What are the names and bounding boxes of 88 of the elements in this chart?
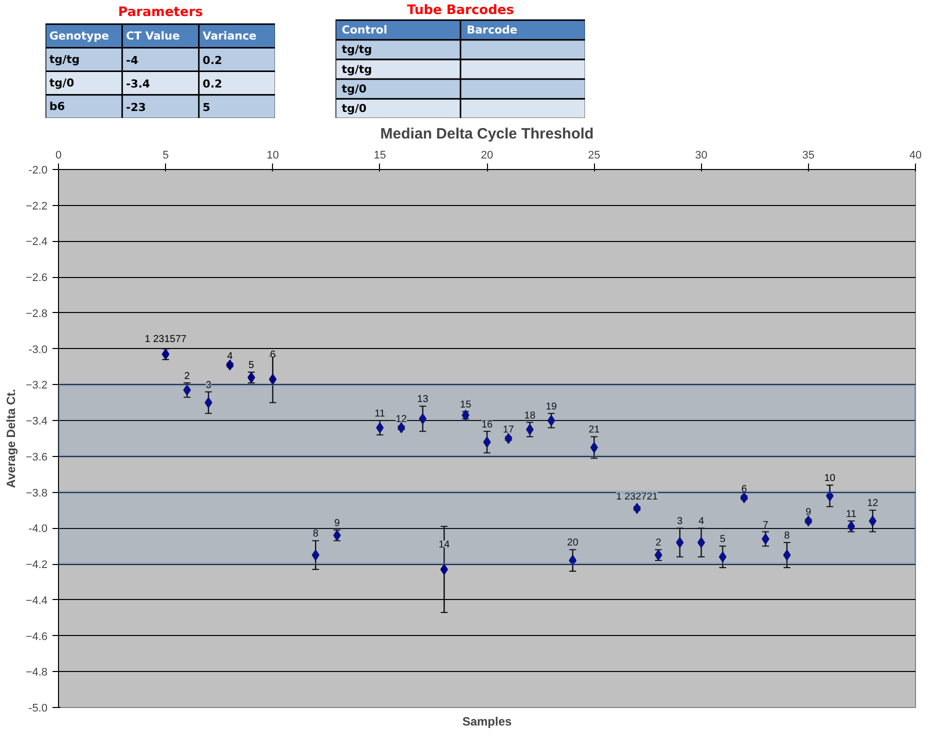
- point: [676, 537, 684, 548]
- annotation: 21: [588, 424, 600, 436]
- annotation: 3: [206, 380, 212, 391]
- text: -23: [126, 101, 146, 114]
- annotation: 9: [334, 518, 340, 529]
- annotation: 12: [867, 498, 879, 510]
- y-tick-label: −4.8: [26, 666, 48, 679]
- y-tick-label: −3.2: [26, 380, 48, 392]
- annotation: 2: [184, 370, 190, 382]
- y-axis-title: Average Delta Ct.: [4, 389, 18, 488]
- annotation: 12: [396, 414, 408, 425]
- y-tick-label: −3.8: [26, 487, 48, 500]
- y-tick-label: −4.4: [26, 594, 48, 607]
- text: b6: [49, 100, 65, 114]
- category-label: Genotype: [49, 29, 109, 42]
- text: 0.2: [202, 54, 222, 67]
- annotation: 13: [417, 394, 429, 406]
- x-tick-label: 20: [480, 150, 494, 162]
- y-tick-label: -5.0: [28, 702, 48, 714]
- annotation: 6: [270, 349, 276, 360]
- text: -3.4: [126, 78, 150, 91]
- x-tick-label: 10: [266, 150, 279, 162]
- annotation: 3: [677, 516, 684, 528]
- x-tick-label: 15: [374, 150, 386, 162]
- text: Tube Barcodes: [407, 2, 514, 18]
- annotation: 9: [806, 507, 812, 518]
- point: [568, 554, 577, 566]
- annotation: 8: [312, 528, 319, 540]
- annotation: 14: [438, 539, 450, 550]
- point: [697, 537, 706, 548]
- annotation: 1 232721: [616, 492, 658, 503]
- x-tick-label: 40: [909, 150, 922, 162]
- text: Parameters: [118, 4, 204, 20]
- text: tg/0: [342, 102, 367, 116]
- category-label: Variance: [202, 29, 256, 42]
- category-label: Control: [342, 24, 388, 36]
- annotation: 17: [502, 424, 514, 436]
- point: [397, 422, 406, 434]
- annotation: 15: [460, 400, 472, 411]
- annotation: 18: [524, 410, 536, 422]
- text: tg/tg: [342, 43, 372, 56]
- annotation: 16: [481, 419, 493, 430]
- annotation: 11: [846, 508, 857, 520]
- chart-title: Median Delta Cycle Threshold: [380, 126, 594, 142]
- annotation: 19: [546, 401, 558, 412]
- x-tick-label: 30: [695, 150, 708, 162]
- annotation: 5: [248, 360, 255, 372]
- annotation: 5: [720, 534, 726, 546]
- annotation: 2: [656, 538, 662, 549]
- point: [547, 415, 556, 426]
- category-label: Barcode: [466, 24, 518, 36]
- annotation: 8: [784, 530, 790, 542]
- y-tick-label: −2.4: [26, 236, 48, 248]
- text: -4: [126, 54, 138, 67]
- text: 5: [202, 101, 210, 114]
- annotation: 11: [374, 408, 386, 420]
- category-label: CT Value: [126, 29, 180, 42]
- text: tg/tg: [342, 62, 372, 76]
- annotation: 1 231577: [144, 334, 187, 345]
- text: tg/0: [342, 82, 367, 96]
- x-tick-label: 0: [55, 150, 62, 162]
- y-tick-label: -2.0: [28, 164, 48, 176]
- text: tg/tg: [49, 53, 80, 66]
- x-tick-label: 35: [802, 150, 815, 162]
- point: [718, 551, 727, 562]
- y-tick-label: −4.6: [26, 630, 48, 643]
- annotation: 4: [227, 351, 234, 362]
- y-tick-label: −2.6: [26, 272, 48, 284]
- y-tick-label: −2.8: [26, 308, 48, 320]
- annotation: 7: [762, 520, 769, 531]
- x-tick-label: 5: [162, 150, 169, 162]
- y-tick-label: −3.6: [26, 451, 48, 464]
- text: tg/0: [49, 76, 74, 90]
- annotation: 20: [567, 538, 579, 549]
- point: [418, 413, 427, 424]
- annotation: 10: [824, 473, 836, 484]
- y-tick-label: −4.2: [26, 559, 48, 572]
- point: [504, 433, 512, 444]
- y-tick-label: −2.2: [26, 200, 48, 212]
- text: 0.2: [202, 78, 222, 91]
- annotation: 4: [698, 516, 704, 528]
- y-tick-label: -4.0: [28, 523, 48, 536]
- y-tick-label: −3.4: [26, 416, 48, 428]
- x-tick-label: 25: [588, 150, 600, 162]
- point: [826, 490, 834, 502]
- y-tick-label: -3.0: [28, 344, 48, 356]
- point: [268, 374, 277, 385]
- x-axis-title: Samples: [462, 714, 512, 728]
